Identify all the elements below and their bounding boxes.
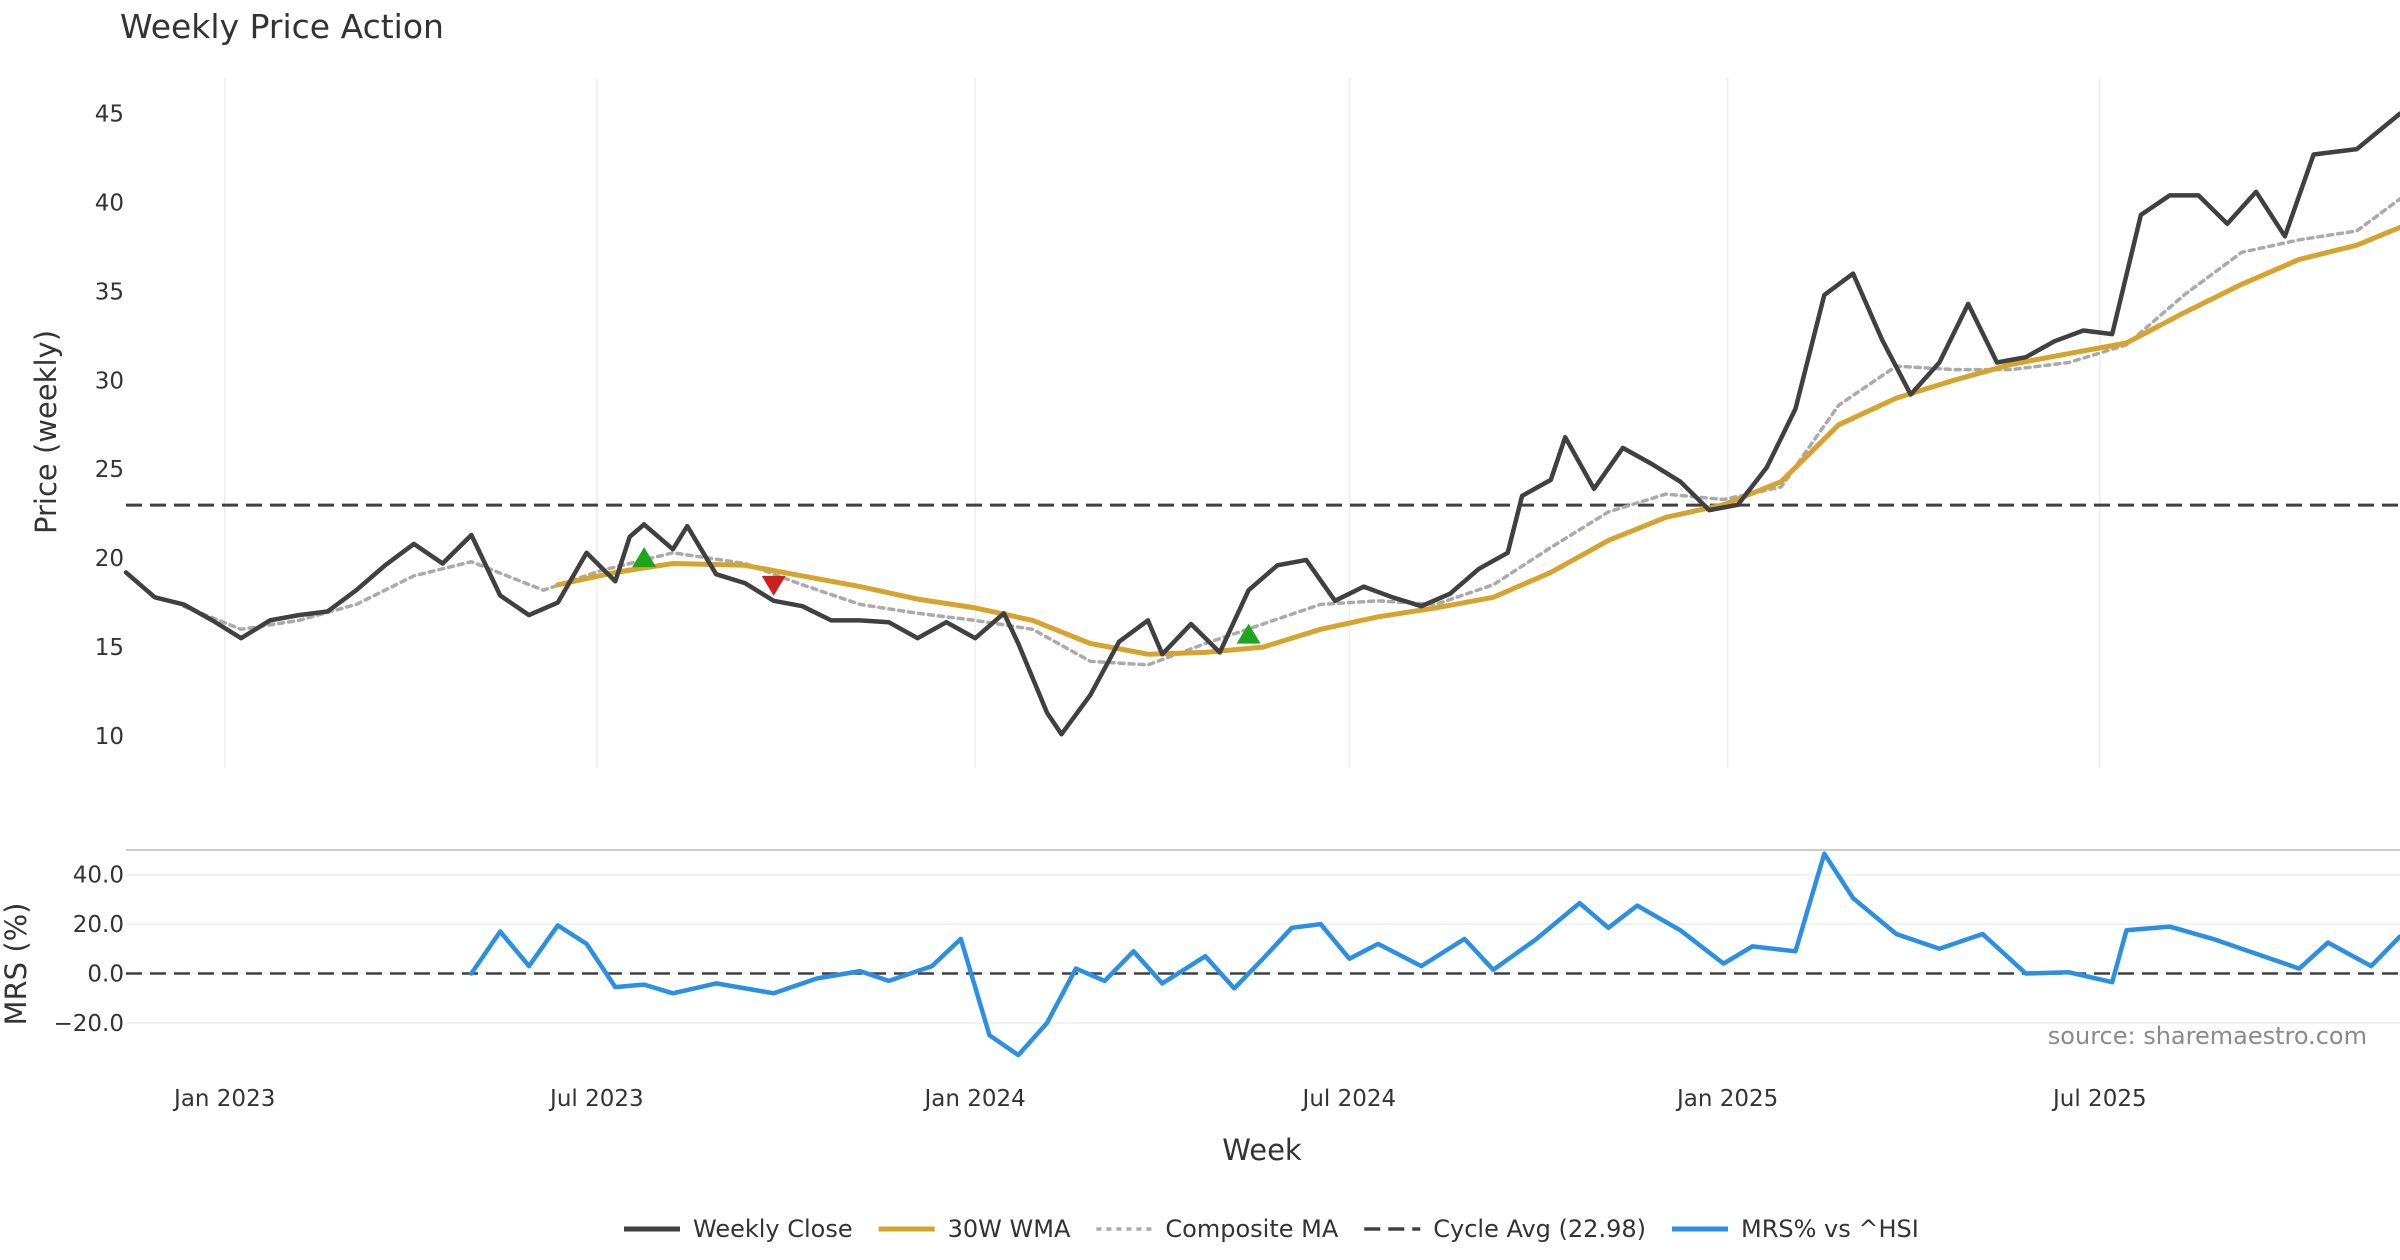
price-y-tick-label: 30: [95, 368, 124, 394]
mrs-y-ticks: 40.0 20.0 0.0 −20.0: [54, 863, 124, 1037]
price-y-tick-label: 10: [95, 724, 124, 750]
composite-ma-line: [181, 197, 2400, 667]
x-axis-title: Week: [1222, 1133, 1302, 1167]
price-y-tick-label: 20: [95, 546, 124, 572]
x-tick-label: Jul 2023: [548, 1086, 644, 1112]
sell-signal-marker: [761, 575, 786, 596]
signal-layer: [632, 547, 1261, 644]
legend-label: 30W WMA: [948, 1215, 1071, 1243]
wma-30w-line: [555, 224, 2400, 657]
legend-label: Composite MA: [1165, 1215, 1338, 1243]
buy-signal-marker: [1236, 623, 1261, 644]
x-ticks: Jan 2023 Jul 2023 Jan 2024 Jul 2024 Jan 2025…: [172, 1086, 2147, 1112]
price-y-tick-label: 45: [95, 102, 124, 128]
x-tick-label: Jan 2025: [1675, 1086, 1778, 1112]
legend-label: Cycle Avg (22.98): [1433, 1215, 1646, 1243]
mrs-y-tick-label: 0.0: [87, 962, 124, 988]
x-tick-label: Jul 2025: [2051, 1086, 2147, 1112]
legend-label: MRS% vs ^HSI: [1741, 1215, 1919, 1243]
legend: Weekly Close 30W WMA Composite MA Cycle Avg…: [624, 1215, 1919, 1243]
series-layer: [123, 111, 2400, 1058]
price-vertical-grid: [223, 78, 2101, 768]
mrs-horizontal-grid: [126, 873, 2400, 1024]
mrs-y-tick-label: −20.0: [54, 1011, 124, 1037]
price-y-tick-label: 35: [95, 279, 124, 305]
weekly-close-line: [123, 111, 2400, 737]
legend-label: Weekly Close: [693, 1215, 853, 1243]
price-y-tick-label: 15: [95, 635, 124, 661]
mrs-line: [469, 851, 2400, 1058]
mrs-y-axis-title: MRS (%): [0, 903, 33, 1026]
x-tick-label: Jan 2023: [172, 1086, 275, 1112]
mrs-y-tick-label: 40.0: [73, 863, 124, 889]
mrs-y-tick-label: 20.0: [73, 912, 124, 938]
price-y-axis-title: Price (weekly): [29, 330, 63, 534]
x-tick-label: Jul 2024: [1301, 1086, 1397, 1112]
price-y-ticks: 10 15 20 25 30 35 40 45: [95, 102, 124, 750]
source-note: source: sharemaestro.com: [2048, 1022, 2367, 1050]
price-y-tick-label: 25: [95, 457, 124, 483]
price-y-tick-label: 40: [95, 190, 124, 216]
buy-signal-marker: [632, 547, 657, 568]
chart-title: Weekly Price Action: [120, 7, 444, 46]
x-tick-label: Jan 2024: [922, 1086, 1025, 1112]
